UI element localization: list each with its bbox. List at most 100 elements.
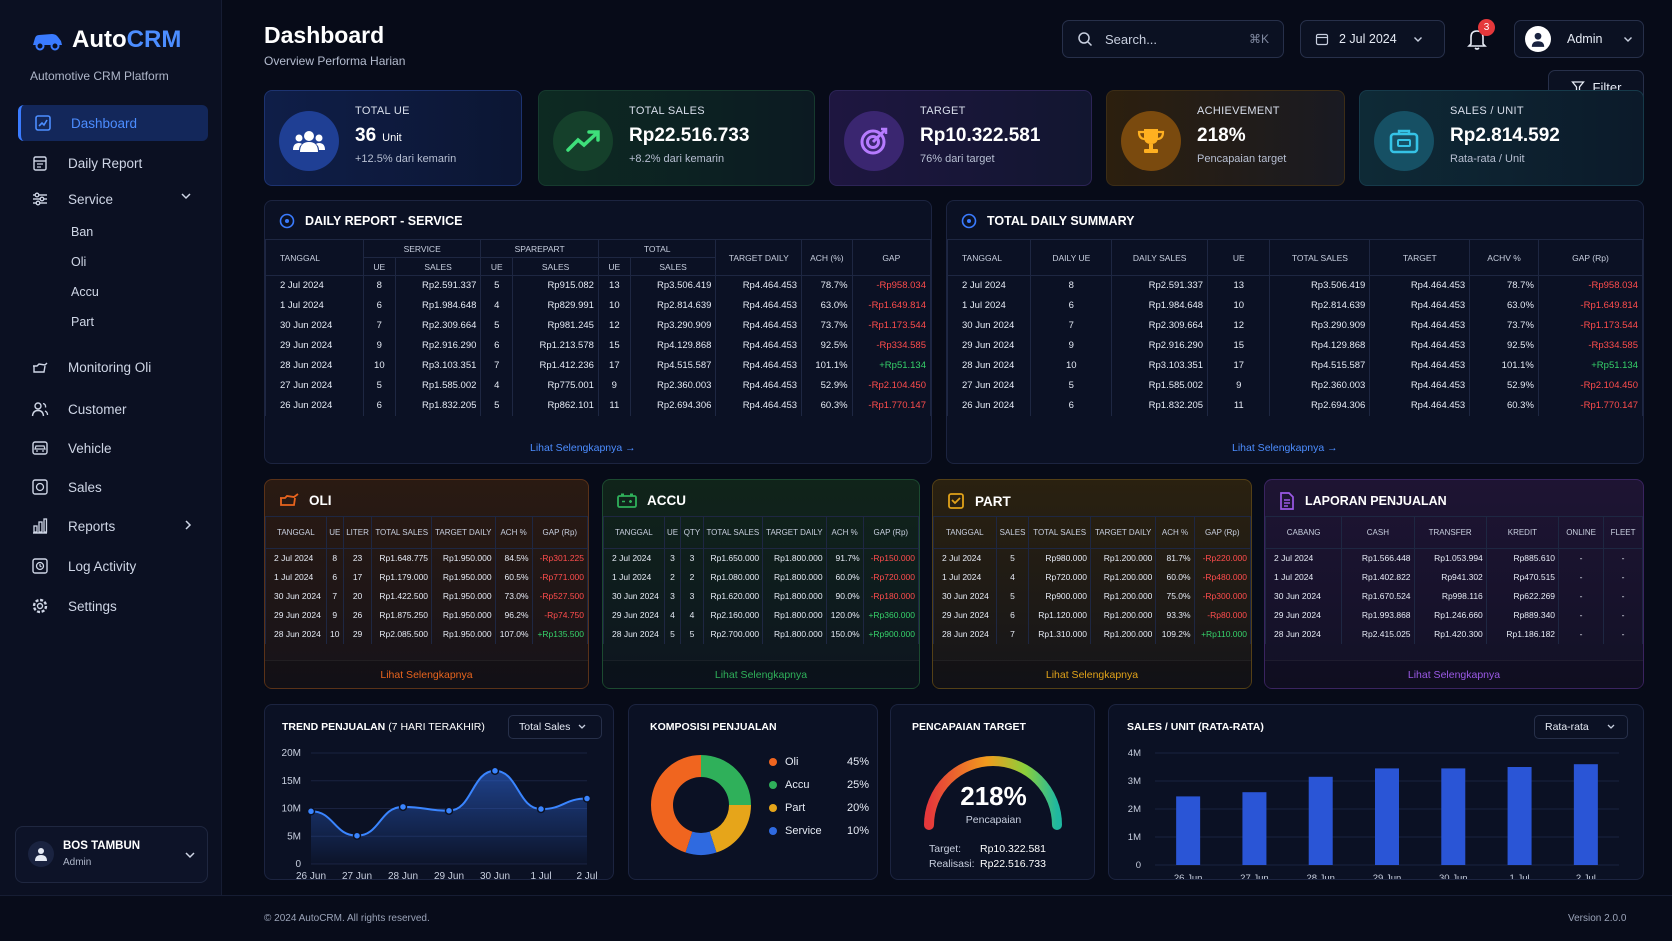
y-tick-label: 4M (1128, 748, 1141, 759)
chevron-down-icon (1607, 724, 1615, 729)
panel-footer: Lihat Selengkapnya (603, 660, 919, 688)
table-cell: 5 (480, 395, 514, 416)
data-point[interactable] (398, 802, 408, 812)
x-tick-label: 27 Jun (342, 871, 372, 879)
sidebar-subitem-accu[interactable]: Accu (71, 285, 99, 299)
target-label: Target: (929, 843, 962, 855)
bar[interactable] (1507, 767, 1532, 865)
table-cell: Rp1.412.236 (512, 355, 599, 376)
copyright: © 2024 AutoCRM. All rights reserved. (264, 913, 430, 924)
sidebar-item-sales[interactable]: Sales (18, 469, 208, 505)
bell-icon[interactable] (1464, 26, 1490, 52)
bar[interactable] (1308, 776, 1333, 865)
table-row: 2 Jul 2024 Rp1.566.448 Rp1.053.994 Rp885.61… (1264, 548, 1643, 568)
legend-value: 10% (846, 824, 869, 837)
see-more-link[interactable]: Lihat Selengkapnya → (530, 442, 636, 454)
sidebar-item-service[interactable]: Service (18, 181, 208, 217)
trend-dropdown[interactable]: Total Sales (508, 715, 602, 739)
donut-slice-part[interactable] (709, 805, 751, 853)
laporan-penjualan-panel: LAPORAN PENJUALAN CABANG CASH TRANSFER KRED… (1264, 479, 1644, 689)
table-header: SALES (995, 516, 1030, 549)
table-cell: 4 (480, 295, 514, 316)
table-cell: 15 (1207, 335, 1271, 356)
user-menu[interactable]: Admin (1514, 20, 1644, 58)
table-cell: -Rp2.104.450 (1537, 375, 1644, 396)
data-point[interactable] (536, 804, 546, 814)
table-cell: 6 (480, 335, 514, 356)
panel-title: TREND PENJUALAN (7 HARI TERAKHIR) (282, 721, 485, 733)
sidebar-item-customer[interactable]: Customer (18, 391, 208, 427)
sales-per-unit-panel: SALES / UNIT (RATA-RATA) Rata-rata 0 1M 2M… (1108, 704, 1644, 880)
see-more-link[interactable]: Lihat Selengkapnya → (1232, 442, 1338, 454)
table-cell: Rp4.464.453 (1369, 275, 1471, 296)
user-role: Admin (63, 857, 92, 868)
table-cell: +Rp360.000 (862, 605, 920, 625)
table-cell: Rp2.415.025 (1341, 624, 1415, 644)
sidebar-item-reports[interactable]: Reports (18, 508, 208, 544)
table-cell: 3 (680, 548, 704, 568)
table-cell: Rp1.950.000 (431, 567, 496, 587)
y-tick-label: 15M (282, 776, 301, 787)
table-row: 27 Jun 2024 5 Rp1.585.002 9 Rp2.360.003 Rp4.4… (946, 375, 1644, 396)
date-picker[interactable]: 2 Jul 2024 (1300, 20, 1445, 58)
data-point[interactable] (490, 766, 500, 776)
bar[interactable] (1375, 768, 1399, 865)
sidebar-item-dashboard[interactable]: Dashboard (18, 105, 208, 141)
sidebar-subitem-oli[interactable]: Oli (71, 255, 87, 269)
data-point[interactable] (582, 794, 592, 803)
sidebar-item-monitoring-oli[interactable]: Monitoring Oli (18, 349, 208, 385)
table-cell: 78.7% (801, 275, 853, 296)
bar[interactable] (1242, 792, 1267, 865)
see-more-link[interactable]: Lihat Selengkapnya (714, 669, 808, 681)
table-cell: 73.0% (494, 586, 533, 606)
brand-logo[interactable]: AutoCRM (30, 26, 181, 54)
user-card[interactable]: BOS TAMBUN Admin (15, 826, 208, 883)
table-cell: - (1558, 586, 1605, 606)
see-more-link[interactable]: Lihat Selengkapnya (1045, 669, 1139, 681)
table-row: 26 Jun 2024 6 Rp1.832.205 11 Rp2.694.306 Rp4.… (946, 395, 1644, 416)
table-cell: 10 (362, 355, 396, 376)
data-point[interactable] (306, 807, 316, 816)
table-cell: -Rp1.649.814 (1537, 295, 1644, 316)
data-point[interactable] (444, 806, 454, 815)
table-header: ACH % (825, 516, 864, 549)
see-more-link[interactable]: Lihat Selengkapnya (380, 669, 473, 681)
table-header: LITER (342, 516, 373, 549)
sidebar-subitem-part[interactable]: Part (71, 315, 94, 329)
table-cell: -Rp1.173.544 (1537, 315, 1644, 336)
donut-slice-accu[interactable] (701, 755, 751, 805)
search-input[interactable]: Search... ⌘K (1062, 20, 1284, 58)
table-cell: +Rp51.134 (1537, 355, 1644, 376)
table-cell: -Rp334.585 (1537, 335, 1644, 356)
bar[interactable] (1441, 768, 1466, 865)
chevron-down-icon (185, 852, 195, 859)
dollar-icon (30, 477, 50, 497)
table-cell: 7 (362, 315, 396, 336)
table-cell: Rp885.610 (1485, 548, 1560, 568)
data-point[interactable] (352, 831, 362, 840)
table-cell: 7 (995, 624, 1030, 644)
bar[interactable] (1573, 764, 1598, 865)
table-cell: - (1558, 567, 1605, 587)
salesunit-dropdown[interactable]: Rata-rata (1534, 715, 1628, 739)
table-cell: -Rp958.034 (1537, 275, 1644, 296)
sidebar-subitem-ban[interactable]: Ban (71, 225, 94, 239)
donut-slice-oli[interactable] (651, 755, 701, 853)
table-cell: Rp3.290.909 (629, 315, 717, 336)
sidebar-item-vehicle[interactable]: Vehicle (18, 430, 208, 466)
sidebar-item-log-activity[interactable]: Log Activity (18, 548, 208, 584)
see-more-link[interactable]: Lihat Selengkapnya (1407, 669, 1501, 681)
sidebar-item-settings[interactable]: Settings (18, 588, 208, 624)
table-cell: Rp998.116 (1413, 586, 1487, 606)
table-cell: 8 (362, 275, 396, 296)
bar[interactable] (1176, 796, 1201, 865)
donut-slice-service[interactable] (685, 831, 717, 855)
sidebar-item-daily-report[interactable]: Daily Report (18, 145, 208, 181)
kpi-label: TOTAL SALES (629, 105, 705, 117)
kpi-total-ue: TOTAL UE 36 Unit +12.5% dari kemarin (264, 90, 522, 186)
gauge-label: Pencapaian (965, 814, 1022, 826)
panel-header: LAPORAN PENJUALAN (1279, 492, 1447, 510)
table-header: GAP (Rp) (531, 516, 589, 549)
chart-legend: Oli 45% Accu 25% Part 20% Service 10% (769, 750, 869, 842)
table-cell: - (1603, 567, 1643, 587)
